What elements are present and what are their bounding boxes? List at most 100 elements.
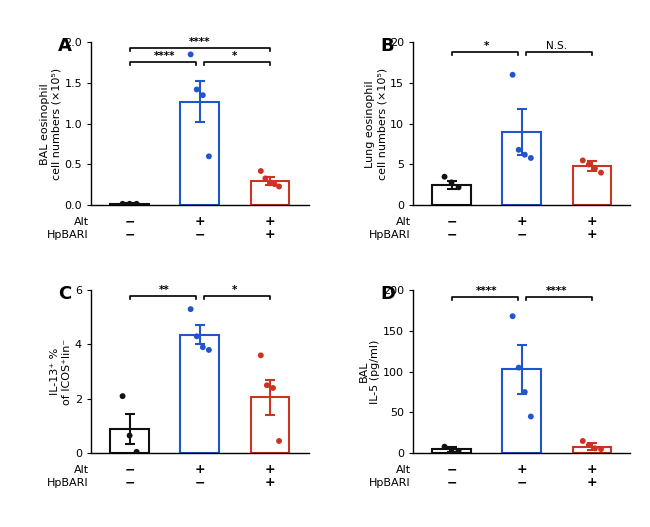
Y-axis label: IL-13⁺ %
of ICOS⁺lin⁻: IL-13⁺ % of ICOS⁺lin⁻ (51, 338, 72, 405)
Y-axis label: Lung eosinophil
cell numbers (×10⁵): Lung eosinophil cell numbers (×10⁵) (365, 67, 387, 180)
Text: −: − (447, 476, 457, 489)
Point (508, 312, 518, 320)
Point (203, 346, 214, 354)
Bar (251, 181, 289, 206)
Point (514, 364, 524, 372)
Text: D: D (380, 285, 395, 303)
Point (453, 183, 463, 191)
Point (526, 412, 536, 421)
Point (508, 71, 518, 79)
Text: Alt: Alt (73, 217, 89, 227)
Text: +: + (194, 463, 205, 476)
Bar (111, 429, 149, 453)
Bar (432, 185, 471, 206)
Bar (573, 166, 611, 206)
Point (526, 154, 536, 162)
Bar (251, 397, 289, 453)
Text: −: − (194, 228, 205, 241)
Bar (502, 369, 541, 453)
Point (198, 343, 208, 352)
Y-axis label: BAL eosinophil
cell numbers (×10⁵): BAL eosinophil cell numbers (×10⁵) (40, 67, 62, 180)
Point (124, 200, 135, 208)
Point (118, 392, 128, 401)
Text: ****: **** (189, 37, 211, 47)
Text: −: − (517, 476, 527, 489)
Bar (573, 447, 611, 453)
Text: +: + (265, 228, 275, 241)
Point (590, 164, 600, 173)
Text: +: + (516, 215, 527, 228)
Point (453, 446, 463, 455)
Point (578, 437, 588, 445)
Point (203, 152, 214, 161)
Text: A: A (58, 37, 72, 55)
Text: −: − (124, 215, 135, 228)
Point (274, 182, 284, 191)
Bar (181, 102, 219, 206)
Text: +: + (586, 476, 597, 489)
Point (255, 167, 266, 175)
Text: HpBARI: HpBARI (369, 477, 411, 487)
Point (185, 50, 196, 58)
Point (590, 444, 600, 453)
Text: +: + (516, 463, 527, 476)
Point (265, 179, 275, 188)
Text: −: − (447, 228, 457, 241)
Text: *: * (484, 41, 489, 51)
Y-axis label: BAL
IL-5 (pg/ml): BAL IL-5 (pg/ml) (358, 339, 380, 404)
Point (124, 431, 135, 440)
Text: HpBARI: HpBARI (369, 230, 411, 240)
Text: HpBARI: HpBARI (47, 230, 89, 240)
Point (578, 156, 588, 164)
Bar (432, 449, 471, 453)
Text: −: − (194, 476, 205, 489)
Point (596, 169, 606, 177)
Text: +: + (586, 228, 597, 241)
Point (439, 443, 450, 451)
Point (447, 445, 457, 453)
Text: −: − (124, 463, 135, 476)
Text: **: ** (159, 285, 170, 295)
Text: +: + (194, 215, 205, 228)
Text: Alt: Alt (396, 217, 411, 227)
Text: +: + (586, 463, 597, 476)
Text: *: * (232, 51, 237, 61)
Point (519, 388, 530, 396)
Text: N.S.: N.S. (546, 41, 567, 51)
Text: +: + (265, 476, 275, 489)
Point (274, 437, 284, 445)
Point (514, 145, 524, 154)
Point (268, 384, 278, 392)
Point (262, 381, 272, 389)
Point (596, 445, 606, 453)
Point (584, 441, 594, 450)
Point (131, 200, 142, 208)
Text: −: − (447, 215, 457, 228)
Point (519, 151, 530, 159)
Text: B: B (380, 37, 394, 55)
Text: −: − (124, 228, 135, 241)
Text: Alt: Alt (73, 464, 89, 474)
Point (198, 91, 208, 100)
Text: +: + (265, 215, 275, 228)
Text: Alt: Alt (396, 464, 411, 474)
Point (447, 178, 457, 187)
Text: ****: **** (546, 286, 567, 296)
Bar (111, 203, 149, 206)
Point (192, 332, 202, 340)
Point (185, 305, 196, 314)
Point (584, 160, 594, 169)
Text: *: * (232, 285, 237, 295)
Point (255, 351, 266, 359)
Text: +: + (586, 215, 597, 228)
Text: ****: **** (154, 51, 176, 61)
Point (260, 174, 270, 182)
Point (439, 172, 450, 181)
Point (269, 180, 280, 188)
Text: −: − (124, 476, 135, 489)
Text: ****: **** (476, 286, 497, 296)
Text: −: − (517, 228, 527, 241)
Point (131, 447, 142, 456)
Text: −: − (447, 463, 457, 476)
Text: HpBARI: HpBARI (47, 477, 89, 487)
